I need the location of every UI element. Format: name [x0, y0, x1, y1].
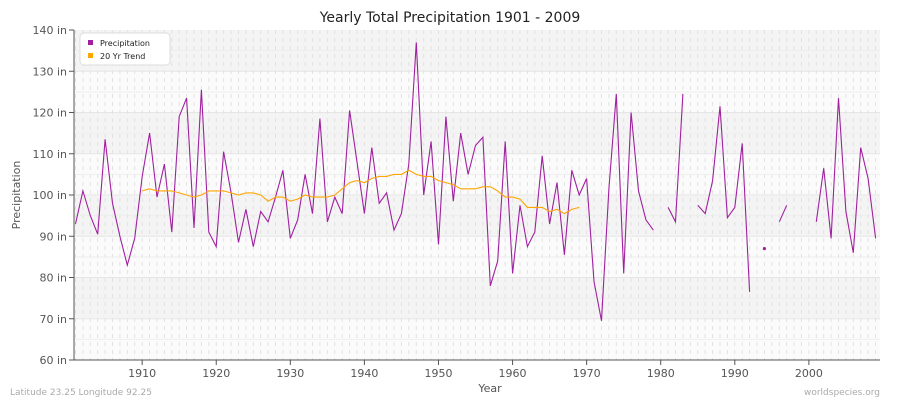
x-tick-label: 1960 — [499, 367, 527, 380]
x-tick-label: 1980 — [647, 367, 675, 380]
precipitation-line-segment — [778, 205, 788, 223]
y-tick-label: 110 in — [32, 148, 67, 161]
legend: Precipitation 20 Yr Trend — [79, 32, 171, 66]
precipitation-line-segment — [815, 98, 877, 253]
y-tick-label: 140 in — [32, 24, 67, 37]
legend-precipitation: Precipitation — [100, 39, 150, 48]
precipitation-point — [762, 247, 767, 251]
footer-credit: worldspecies.org — [804, 388, 880, 398]
y-tick-label: 90 in — [39, 230, 67, 243]
chart-title: Yearly Total Precipitation 1901 - 2009 — [319, 10, 581, 26]
footer-location: Latitude 23.25 Longitude 92.25 — [10, 388, 152, 398]
y-tick-label: 80 in — [39, 272, 67, 285]
x-tick-label: 1950 — [424, 367, 452, 380]
x-tick-label: 2000 — [795, 367, 823, 380]
legend-swatch-precipitation — [88, 40, 93, 45]
precipitation-line-segment — [74, 42, 654, 321]
y-tick-label: 60 in — [39, 354, 67, 367]
y-tick-label: 70 in — [39, 313, 67, 326]
y-tick-label: 120 in — [32, 107, 67, 120]
x-axis-label: Year — [477, 382, 502, 395]
y-tick-label: 100 in — [32, 189, 67, 202]
y-tick-label: 130 in — [32, 65, 67, 78]
x-tick-label: 1970 — [573, 367, 601, 380]
x-tick-label: 1990 — [721, 367, 749, 380]
x-tick-label: 1930 — [276, 367, 304, 380]
legend-swatch-trend — [88, 53, 93, 58]
x-tick-label: 1940 — [350, 367, 378, 380]
legend-trend: 20 Yr Trend — [100, 52, 145, 61]
trend-line-segment — [142, 169, 580, 215]
y-axis-label: Precipitation — [10, 161, 23, 230]
x-tick-label: 1910 — [128, 367, 156, 380]
precipitation-line-segment — [697, 106, 751, 292]
x-tick-label: 1920 — [202, 367, 230, 380]
precipitation-line-segment — [667, 93, 684, 224]
